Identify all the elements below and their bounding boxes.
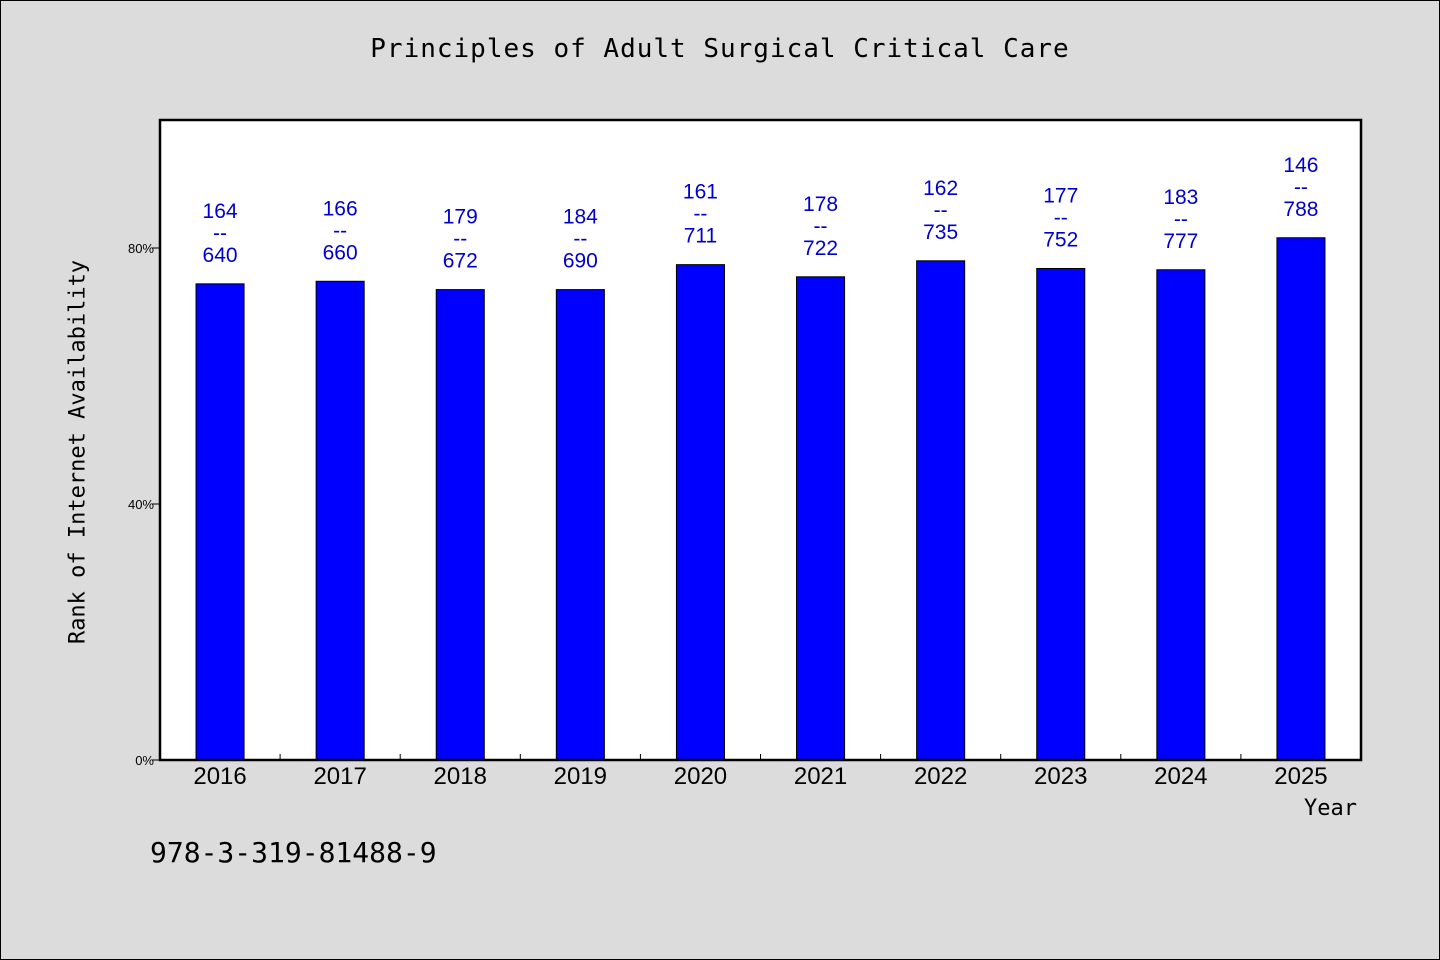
bar-label-2017: -- xyxy=(333,219,347,242)
y-tick-label: 40% xyxy=(128,497,154,512)
x-tick-label-2024: 2024 xyxy=(1154,763,1207,790)
x-tick-label-2022: 2022 xyxy=(914,763,967,790)
chart-title: Principles of Adult Surgical Critical Ca… xyxy=(370,34,1070,64)
bar-label-2016: 640 xyxy=(203,244,238,267)
bar-2016 xyxy=(195,283,245,761)
isbn-footnote: 978-3-319-81488-9 xyxy=(150,836,437,869)
x-tick-label-2025: 2025 xyxy=(1274,763,1327,790)
bar-label-2025: 788 xyxy=(1283,198,1318,221)
x-tick-label-2017: 2017 xyxy=(313,763,366,790)
bar-label-2025: -- xyxy=(1294,176,1308,199)
bar-2020 xyxy=(675,264,725,761)
x-tick-label-2020: 2020 xyxy=(674,763,727,790)
bar-label-2020: 161 xyxy=(683,181,718,204)
bar-label-2016: 164 xyxy=(203,200,238,223)
bar-label-2017: 166 xyxy=(323,197,358,220)
bar-2023 xyxy=(1036,267,1086,761)
x-axis-label: Year xyxy=(1304,796,1357,821)
bar-label-2024: 183 xyxy=(1163,186,1198,209)
bar-label-2024: -- xyxy=(1174,208,1188,231)
bar-label-2019: 690 xyxy=(563,250,598,273)
bar-2025 xyxy=(1276,237,1326,761)
bar-label-2019: -- xyxy=(573,228,587,251)
bar-2018 xyxy=(435,289,485,761)
bar-label-2021: 722 xyxy=(803,237,838,260)
bar-label-2018: 672 xyxy=(443,250,478,273)
y-tick-label: 0% xyxy=(135,753,154,768)
bar-2017 xyxy=(315,280,365,761)
bar-2024 xyxy=(1156,269,1206,761)
bar-label-2022: -- xyxy=(934,199,948,222)
bar-label-2022: 735 xyxy=(923,221,958,244)
bar-label-2018: -- xyxy=(453,228,467,251)
x-tick-label-2019: 2019 xyxy=(554,763,607,790)
bar-label-2016: -- xyxy=(213,222,227,245)
x-tick-label-2021: 2021 xyxy=(794,763,847,790)
bar-label-2021: -- xyxy=(814,215,828,238)
bar-label-2023: -- xyxy=(1054,206,1068,229)
y-tick-label: 80% xyxy=(128,241,154,256)
bar-label-2020: 711 xyxy=(684,225,717,248)
x-tick-label-2023: 2023 xyxy=(1034,763,1087,790)
bar-label-2020: -- xyxy=(693,203,707,226)
bar-label-2023: 177 xyxy=(1043,184,1078,207)
bar-label-2022: 162 xyxy=(923,177,958,200)
bar-label-2024: 777 xyxy=(1163,230,1198,253)
x-tick-label-2018: 2018 xyxy=(434,763,487,790)
bar-label-2021: 178 xyxy=(803,193,838,216)
x-tick-label-2016: 2016 xyxy=(193,763,246,790)
bar-2022 xyxy=(916,260,966,761)
bar-label-2023: 752 xyxy=(1043,228,1078,251)
bar-2021 xyxy=(796,276,846,761)
bar-2019 xyxy=(555,289,605,761)
bar-label-2018: 179 xyxy=(443,206,478,229)
bar-label-2017: 660 xyxy=(323,241,358,264)
bar-label-2019: 184 xyxy=(563,206,598,229)
plot-border xyxy=(158,118,1363,762)
bar-label-2025: 146 xyxy=(1283,154,1318,177)
